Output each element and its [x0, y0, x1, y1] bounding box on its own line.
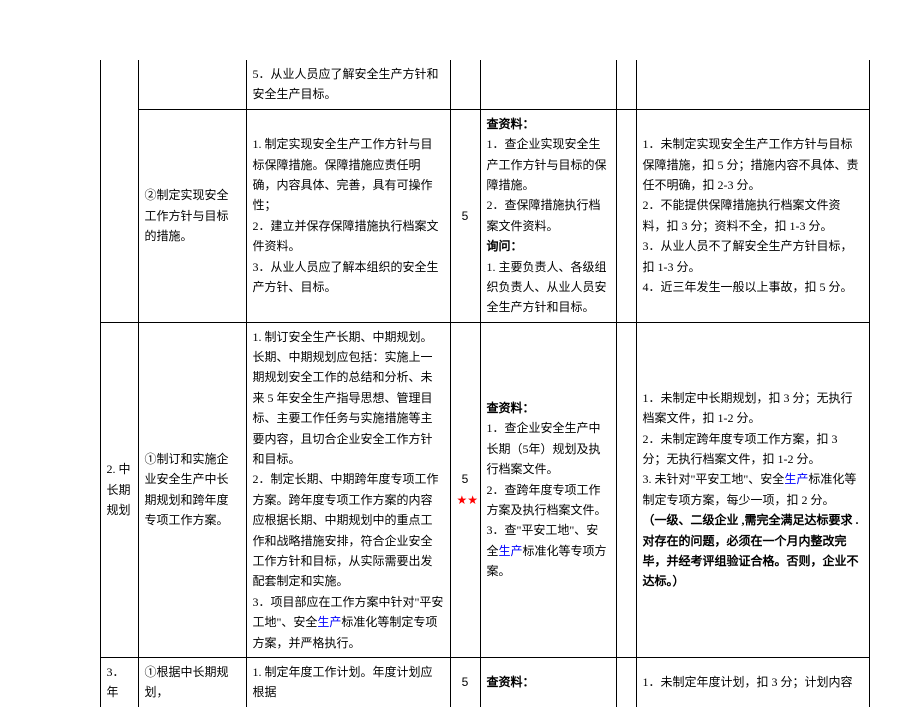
cell-category	[100, 60, 138, 109]
cell-spacer	[616, 109, 636, 322]
cell-deduction: 1．未制定实现安全生产工作方针与目标保障措施，扣 5 分；措施内容不具体、责任不…	[636, 109, 870, 322]
cell-check: 查资料： 1．查企业安全生产中长期（5年）规划及执行档案文件。 2．查跨年度专项…	[480, 322, 616, 657]
cell-index	[80, 322, 100, 657]
cell-sub: ①制订和实施企业安全生产中长期规划和跨年度专项工作方案。	[138, 322, 246, 657]
cell-sub	[138, 60, 246, 109]
table-row: 3．年 ①根据中长期规划， 1. 制定年度工作计划。年度计划应根据 5 查资料：…	[80, 657, 870, 706]
table-row: 2. 中长期规划 ①制订和实施企业安全生产中长期规划和跨年度专项工作方案。 1.…	[80, 322, 870, 657]
cell-spacer	[616, 657, 636, 706]
cell-sub: ②制定实现安全工作方针与目标的措施。	[138, 109, 246, 322]
cell-check: 查资料：	[480, 657, 616, 706]
table-row: ②制定实现安全工作方针与目标的措施。 1. 制定实现安全生产工作方针与目标保障措…	[80, 109, 870, 322]
cell-check	[480, 60, 616, 109]
cell-requirement: 5．从业人员应了解安全生产方针和安全生产目标。	[246, 60, 450, 109]
cell-score	[450, 60, 480, 109]
cell-score: 5	[450, 657, 480, 706]
cell-index	[80, 657, 100, 706]
cell-deduction: 1．未制定年度计划，扣 3 分；计划内容	[636, 657, 870, 706]
cell-check: 查资料： 1．查企业实现安全生产工作方针与目标的保障措施。 2．查保障措施执行档…	[480, 109, 616, 322]
table-row: 5．从业人员应了解安全生产方针和安全生产目标。	[80, 60, 870, 109]
cell-spacer	[616, 60, 636, 109]
cell-category: 2. 中长期规划	[100, 322, 138, 657]
cell-deduction: 1．未制定中长期规划，扣 3 分；无执行档案文件，扣 1-2 分。 2．未制定跨…	[636, 322, 870, 657]
cell-index	[80, 109, 100, 322]
cell-sub: ①根据中长期规划，	[138, 657, 246, 706]
cell-category: 3．年	[100, 657, 138, 706]
cell-index	[80, 60, 100, 109]
cell-requirement: 1. 制订安全生产长期、中期规划。长期、中期规划应包括：实施上一期规划安全工作的…	[246, 322, 450, 657]
cell-score: 5 ★★	[450, 322, 480, 657]
cell-score: 5	[450, 109, 480, 322]
cell-deduction	[636, 60, 870, 109]
cell-requirement: 1. 制定实现安全生产工作方针与目标保障措施。保障措施应责任明确，内容具体、完善…	[246, 109, 450, 322]
cell-category	[100, 109, 138, 322]
assessment-table: 5．从业人员应了解安全生产方针和安全生产目标。 ②制定实现安全工作方针与目标的措…	[80, 60, 870, 707]
cell-spacer	[616, 322, 636, 657]
star-icon: ★★	[457, 493, 479, 507]
cell-requirement: 1. 制定年度工作计划。年度计划应根据	[246, 657, 450, 706]
